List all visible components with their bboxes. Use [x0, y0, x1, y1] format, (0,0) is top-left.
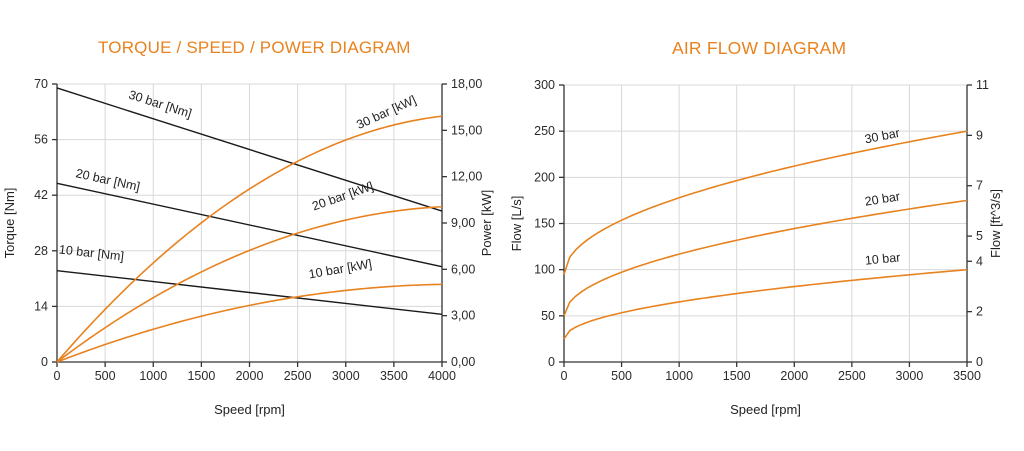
svg-text:150: 150	[534, 217, 555, 231]
svg-text:0,00: 0,00	[451, 355, 475, 369]
svg-text:0: 0	[561, 369, 568, 383]
svg-text:0: 0	[976, 355, 983, 369]
svg-text:1500: 1500	[723, 369, 751, 383]
svg-text:500: 500	[95, 369, 116, 383]
svg-text:42: 42	[34, 188, 48, 202]
svg-text:70: 70	[34, 77, 48, 91]
svg-text:9: 9	[976, 128, 983, 142]
svg-text:1500: 1500	[187, 369, 215, 383]
svg-text:3,00: 3,00	[451, 309, 475, 323]
svg-text:12,00: 12,00	[451, 170, 482, 184]
svg-text:5: 5	[976, 229, 983, 243]
svg-text:Flow [L/s]: Flow [L/s]	[509, 196, 524, 252]
svg-text:4: 4	[976, 254, 983, 268]
svg-text:Power [kW]: Power [kW]	[479, 190, 494, 256]
svg-text:250: 250	[534, 124, 555, 138]
svg-text:Speed [rpm]: Speed [rpm]	[730, 402, 801, 417]
svg-text:500: 500	[611, 369, 632, 383]
svg-text:1000: 1000	[665, 369, 693, 383]
svg-text:1000: 1000	[139, 369, 167, 383]
svg-text:2000: 2000	[236, 369, 264, 383]
svg-text:7: 7	[976, 179, 983, 193]
svg-text:14: 14	[34, 299, 48, 313]
svg-text:Speed [rpm]: Speed [rpm]	[214, 402, 285, 417]
svg-text:56: 56	[34, 133, 48, 147]
svg-text:Flow [ft^3/s]: Flow [ft^3/s]	[988, 189, 1003, 258]
svg-text:0: 0	[548, 355, 555, 369]
svg-text:11: 11	[976, 78, 989, 92]
svg-text:200: 200	[534, 170, 555, 184]
svg-text:0: 0	[41, 355, 48, 369]
svg-text:3500: 3500	[953, 369, 981, 383]
svg-text:3000: 3000	[332, 369, 360, 383]
svg-text:18,00: 18,00	[451, 77, 482, 91]
svg-text:15,00: 15,00	[451, 123, 482, 137]
svg-text:3500: 3500	[380, 369, 408, 383]
svg-text:2500: 2500	[284, 369, 312, 383]
svg-text:28: 28	[34, 244, 48, 258]
svg-text:3000: 3000	[896, 369, 924, 383]
svg-text:9,00: 9,00	[451, 216, 475, 230]
svg-text:2000: 2000	[780, 369, 808, 383]
svg-text:Torque [Nm]: Torque [Nm]	[2, 188, 17, 259]
svg-text:300: 300	[534, 78, 555, 92]
svg-text:6,00: 6,00	[451, 262, 475, 276]
svg-text:100: 100	[534, 263, 555, 277]
svg-text:4000: 4000	[428, 369, 456, 383]
svg-text:0: 0	[54, 369, 61, 383]
svg-text:2: 2	[976, 305, 983, 319]
svg-text:2500: 2500	[838, 369, 866, 383]
svg-text:50: 50	[541, 309, 555, 323]
